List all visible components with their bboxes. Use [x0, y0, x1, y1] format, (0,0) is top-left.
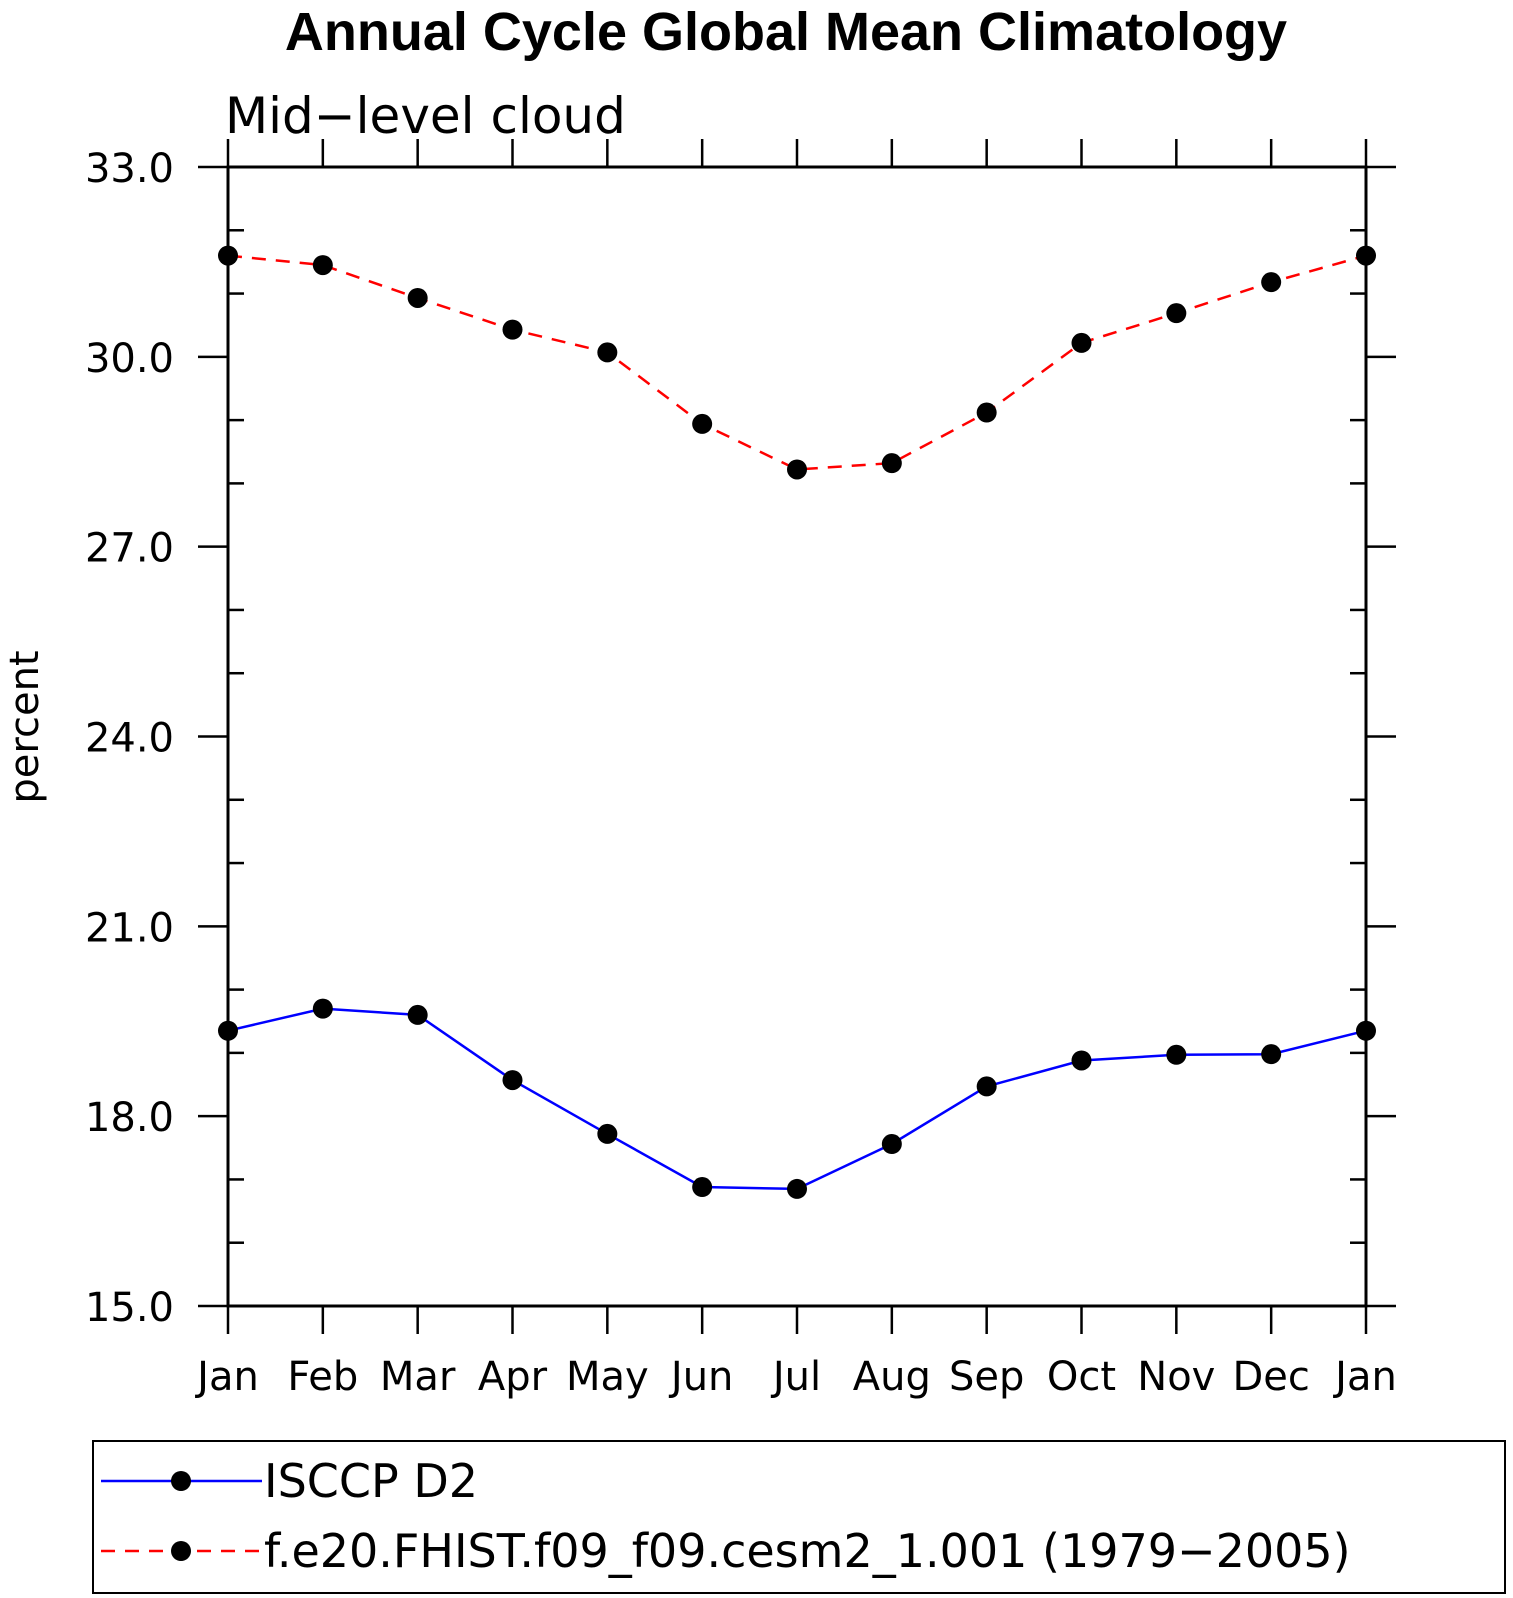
x-tick-label: Feb	[287, 1354, 358, 1400]
data-point	[1071, 332, 1092, 353]
data-point	[312, 255, 333, 276]
data-point	[1166, 1044, 1187, 1065]
y-axis-label: percent	[2, 650, 48, 803]
legend: ISCCP D2 f.e20.FHIST.f09_f09.cesm2_1.001…	[92, 1440, 1506, 1594]
y-tick-labels: 15.0 18.0 21.0 24.0 27.0 30.0 33.0	[85, 146, 174, 1331]
data-point	[1356, 1020, 1376, 1041]
data-point	[597, 1123, 618, 1144]
y-tick-label: 24.0	[85, 716, 174, 762]
data-point	[1166, 303, 1187, 324]
y-tick-label: 18.0	[85, 1095, 174, 1141]
y-tick-label: 21.0	[85, 905, 174, 951]
data-point	[1261, 1044, 1282, 1065]
legend-label-cesm: f.e20.FHIST.f09_f09.cesm2_1.001 (1979−20…	[264, 1524, 1351, 1578]
series-line	[227, 1007, 1367, 1191]
data-point	[976, 402, 997, 423]
data-point	[1356, 245, 1376, 266]
y-tick-label: 30.0	[85, 336, 174, 382]
y-tick-label: 33.0	[85, 146, 174, 192]
x-tick-label: Nov	[1137, 1354, 1215, 1400]
x-tick-label: Jan	[194, 1354, 259, 1400]
x-tick-label: Dec	[1232, 1354, 1309, 1400]
data-point	[312, 998, 333, 1019]
data-point	[692, 413, 713, 434]
data-point	[787, 1178, 807, 1199]
data-point	[407, 1004, 428, 1025]
series-cesm	[218, 245, 1376, 480]
chart-title: Annual Cycle Global Mean Climatology	[285, 2, 1287, 62]
x-tick-labels: Jan Feb Mar Apr May Jun Jul Aug Sep Oct Nov Dec Jan	[194, 1354, 1397, 1400]
data-point	[407, 287, 428, 308]
x-tick-label: Aug	[853, 1354, 931, 1400]
data-point	[881, 1134, 902, 1155]
plot-frame	[226, 165, 1368, 1308]
data-point	[1261, 272, 1282, 293]
x-tick-label: Oct	[1047, 1354, 1116, 1400]
legend-label-isccp: ISCCP D2	[264, 1454, 478, 1508]
legend-box	[92, 1440, 1506, 1594]
data-point	[1071, 1050, 1092, 1071]
x-tick-label: Jun	[668, 1354, 734, 1400]
data-point	[502, 1070, 523, 1091]
data-point	[692, 1177, 713, 1198]
data-point	[787, 459, 807, 480]
chart-subtitle: Mid−level cloud	[225, 87, 626, 145]
data-point	[881, 453, 902, 474]
x-tick-label: Apr	[478, 1354, 548, 1400]
data-point	[502, 319, 523, 340]
x-tick-label: Jan	[1332, 1354, 1397, 1400]
series-layer	[218, 245, 1376, 1199]
data-point	[218, 245, 238, 266]
data-point	[218, 1020, 238, 1041]
legend-marker-cesm	[171, 1541, 191, 1561]
y-tick-label: 27.0	[85, 526, 174, 572]
x-tick-label: May	[566, 1354, 649, 1400]
data-point	[597, 342, 618, 363]
series-isccp	[218, 998, 1376, 1199]
x-tick-label: Sep	[949, 1354, 1024, 1400]
x-tick-label: Jul	[770, 1354, 821, 1400]
legend-marker-isccp	[171, 1471, 191, 1491]
axis-ticks	[198, 139, 1396, 1334]
series-line	[227, 254, 1367, 471]
y-tick-label: 15.0	[85, 1285, 174, 1331]
data-point	[976, 1076, 997, 1097]
x-tick-label: Mar	[380, 1354, 456, 1400]
